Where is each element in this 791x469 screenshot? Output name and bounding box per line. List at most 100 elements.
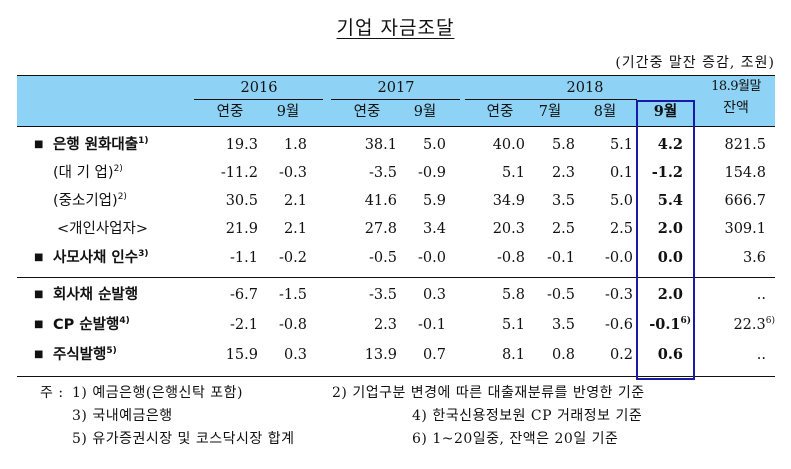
row-label: 주식발행5) xyxy=(34,341,117,369)
table-row: 은행 원화대출1) 19.3 1.8 38.1 5.0 40.0 5.8 5.1… xyxy=(17,131,775,159)
col-2016-sep: 9월 xyxy=(276,104,300,120)
cell-balance: 666.7 xyxy=(724,193,766,209)
cell: 8.1 xyxy=(501,347,525,363)
table-row: CP 순발행4) -2.1 -0.8 2.3 -0.1 5.1 3.5 -0.6… xyxy=(17,311,775,339)
cell-highlight: -0.16) xyxy=(649,316,691,333)
cell: 13.9 xyxy=(364,347,397,363)
cell: 3.5 xyxy=(551,317,575,333)
cell-highlight: -1.2 xyxy=(651,164,683,181)
cell: 0.3 xyxy=(422,287,446,303)
cell: 34.9 xyxy=(492,193,525,209)
year-2017-underline xyxy=(331,99,460,100)
cell: 0.1 xyxy=(609,165,633,181)
cell: 38.1 xyxy=(364,137,397,153)
col-2018-aug: 8월 xyxy=(593,104,617,120)
table-bottom-border xyxy=(17,376,775,377)
col-2018-jul: 7월 xyxy=(538,104,562,120)
cell: 30.5 xyxy=(225,193,258,209)
year-2016-underline xyxy=(194,99,323,100)
year-2018: 2018 xyxy=(566,80,604,96)
row-label: CP 순발행4) xyxy=(34,311,130,339)
cell: 2.1 xyxy=(283,221,307,237)
cell: 41.6 xyxy=(364,193,397,209)
cell: -0.6 xyxy=(605,317,633,333)
note-6: 6) 1~20일중, 잔액은 20일 기준 xyxy=(412,431,619,447)
cell: 5.0 xyxy=(609,193,633,209)
cell-balance: 22.36) xyxy=(733,316,775,334)
note-2: 2) 기업구분 변경에 따른 대출재분류를 반영한 기준 xyxy=(332,385,645,401)
row-label: <개인사업자> xyxy=(57,221,148,237)
cell: 1.8 xyxy=(283,137,307,153)
year-2018-underline xyxy=(465,99,637,100)
cell: 40.0 xyxy=(492,137,525,153)
note-prefix: 주 : xyxy=(40,385,64,401)
cell: -6.7 xyxy=(230,287,258,303)
cell: -0.8 xyxy=(279,317,307,333)
table-row: <개인사업자> 21.9 2.1 27.8 3.4 20.3 2.5 2.5 2… xyxy=(17,215,775,243)
cell: -0.5 xyxy=(369,250,397,266)
cell: -1.1 xyxy=(230,250,258,266)
cell-highlight: 0.0 xyxy=(657,249,683,266)
cell: -2.1 xyxy=(230,317,258,333)
cell-balance: .. xyxy=(756,287,766,303)
cell: 0.3 xyxy=(283,347,307,363)
cell: -0.1 xyxy=(547,250,575,266)
cell-balance: .. xyxy=(756,347,766,363)
table-row: (대 기 업)2) -11.2 -0.3 -3.5 -0.9 5.1 2.3 0… xyxy=(17,159,775,187)
cell: 5.9 xyxy=(422,193,446,209)
cell: 0.2 xyxy=(609,347,633,363)
cell: 5.8 xyxy=(501,287,525,303)
unit-note: (기간중 말잔 증감, 조원) xyxy=(615,55,775,71)
row-label: (중소기업)2) xyxy=(53,192,127,210)
cell-highlight: 0.6 xyxy=(657,346,683,363)
cell: -0.0 xyxy=(418,250,446,266)
cell: 21.9 xyxy=(225,221,258,237)
table-title: 기업 자금조달 xyxy=(336,17,455,39)
cell: 2.5 xyxy=(609,221,633,237)
cell: 2.3 xyxy=(373,317,397,333)
cell: -1.5 xyxy=(279,287,307,303)
section-divider xyxy=(17,277,775,278)
table-row: 사모사채 인수3) -1.1 -0.2 -0.5 -0.0 -0.8 -0.1 … xyxy=(17,244,775,272)
cell: -0.5 xyxy=(547,287,575,303)
year-2017: 2017 xyxy=(377,80,415,96)
cell: 5.1 xyxy=(501,317,525,333)
cell: -3.5 xyxy=(369,165,397,181)
cell: -11.2 xyxy=(220,165,258,181)
table-row: 주식발행5) 15.9 0.3 13.9 0.7 8.1 0.8 0.2 0.6… xyxy=(17,341,775,369)
cell: -3.5 xyxy=(369,287,397,303)
col-balance-line1: 18.9월말 xyxy=(711,79,761,94)
cell: -0.3 xyxy=(605,287,633,303)
row-label: 회사채 순발행 xyxy=(34,281,138,309)
cell: 3.4 xyxy=(422,221,446,237)
row-label: 사모사채 인수3) xyxy=(34,244,149,272)
cell: -0.8 xyxy=(497,250,525,266)
cell: 27.8 xyxy=(364,221,397,237)
cell: 20.3 xyxy=(492,221,525,237)
cell-balance: 309.1 xyxy=(724,221,766,237)
cell: 5.1 xyxy=(501,165,525,181)
cell-balance: 3.6 xyxy=(742,250,766,266)
col-2017-sep: 9월 xyxy=(413,104,437,120)
col-2018-sep: 9월 xyxy=(653,103,678,120)
cell: 5.8 xyxy=(551,137,575,153)
cell: 0.7 xyxy=(422,347,446,363)
col-2018-annual: 연중 xyxy=(486,104,514,120)
year-2016: 2016 xyxy=(240,80,278,96)
cell-highlight: 2.0 xyxy=(657,220,683,237)
cell-balance: 821.5 xyxy=(724,137,766,153)
cell: 5.1 xyxy=(609,137,633,153)
cell: -0.3 xyxy=(279,165,307,181)
cell: -0.9 xyxy=(418,165,446,181)
table-row: 회사채 순발행 -6.7 -1.5 -3.5 0.3 5.8 -0.5 -0.3… xyxy=(17,281,775,309)
cell: 19.3 xyxy=(225,137,258,153)
cell-highlight: 4.2 xyxy=(657,136,683,153)
cell: 5.0 xyxy=(422,137,446,153)
row-label: 은행 원화대출1) xyxy=(34,131,149,159)
cell: 15.9 xyxy=(225,347,258,363)
cell: 2.1 xyxy=(283,193,307,209)
note-5: 5) 유가증권시장 및 코스닥시장 합계 xyxy=(72,431,295,447)
cell-balance: 154.8 xyxy=(724,165,766,181)
cell: -0.2 xyxy=(279,250,307,266)
cell: -0.1 xyxy=(418,317,446,333)
